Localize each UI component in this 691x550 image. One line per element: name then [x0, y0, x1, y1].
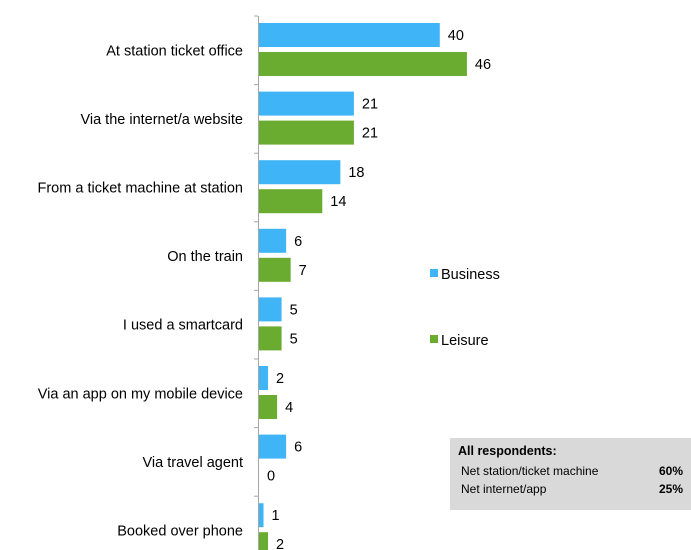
- data-label: 6: [294, 440, 302, 456]
- data-label: 1: [272, 508, 280, 524]
- data-label: 46: [475, 57, 491, 73]
- bar-leisure: [259, 532, 269, 550]
- bar-business: [259, 434, 287, 459]
- bar-leisure: [259, 395, 278, 419]
- category-label: Via travel agent: [143, 455, 244, 471]
- bar-leisure: [259, 189, 323, 214]
- legend-swatch-business: [430, 269, 438, 277]
- legend: Business Leisure: [430, 267, 500, 349]
- data-label: 40: [448, 28, 464, 44]
- bar-business: [259, 503, 264, 528]
- bar-business: [259, 91, 354, 116]
- data-label: 21: [362, 97, 378, 113]
- data-label: 6: [294, 234, 302, 250]
- bar-leisure: [259, 120, 354, 145]
- category-label: Via the internet/a website: [80, 112, 243, 128]
- bar-business: [259, 160, 341, 185]
- data-label: 2: [276, 371, 284, 387]
- summary-title: All respondents:: [458, 444, 557, 458]
- data-label: 21: [362, 126, 378, 142]
- data-label: 7: [299, 263, 307, 279]
- legend-label-business: Business: [441, 267, 500, 283]
- legend-label-leisure: Leisure: [441, 333, 489, 349]
- data-label: 5: [290, 302, 298, 318]
- bar-business: [259, 228, 287, 253]
- bar-leisure: [259, 52, 467, 76]
- summary-row-value: 25%: [658, 482, 683, 496]
- category-label: On the train: [167, 249, 243, 265]
- summary-row-label: Net internet/app: [461, 482, 547, 496]
- category-label: From a ticket machine at station: [38, 181, 244, 197]
- axis-layer: [254, 15, 259, 550]
- data-label: 4: [285, 400, 293, 416]
- data-label: 14: [330, 194, 346, 210]
- data-label: 2: [276, 537, 284, 550]
- bar-leisure: [259, 326, 282, 351]
- category-label: Booked over phone: [117, 524, 243, 540]
- summary-row-value: 60%: [658, 464, 683, 478]
- data-label: 5: [290, 331, 298, 347]
- bar-business: [259, 297, 282, 322]
- summary-row: Net station/ticket machine 60%: [461, 464, 683, 478]
- data-label: 18: [348, 165, 364, 181]
- category-label: I used a smartcard: [123, 318, 243, 334]
- data-label: 0: [267, 469, 275, 485]
- bars-layer: [259, 23, 467, 550]
- summary-row-label: Net station/ticket machine: [461, 464, 599, 478]
- summary-box: All respondents: Net station/ticket mach…: [450, 438, 691, 510]
- bar-business: [259, 366, 269, 390]
- bar-business: [259, 23, 440, 47]
- category-label: At station ticket office: [106, 43, 243, 59]
- summary-row: Net internet/app 25%: [461, 482, 683, 496]
- legend-swatch-leisure: [430, 335, 438, 343]
- bar-leisure: [259, 257, 291, 282]
- category-label: Via an app on my mobile device: [38, 386, 243, 402]
